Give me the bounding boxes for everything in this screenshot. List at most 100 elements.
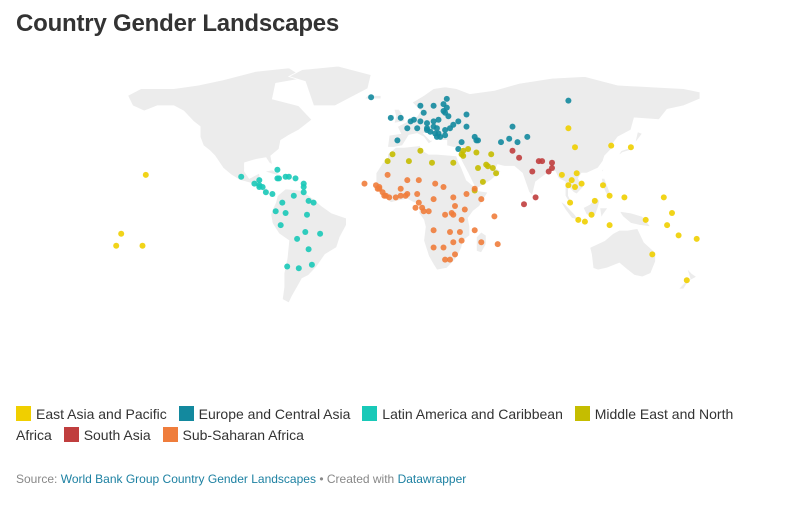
country-marker-ssa[interactable] — [440, 184, 447, 190]
country-marker-ssa[interactable] — [478, 239, 485, 246]
country-marker-ssa[interactable] — [374, 185, 381, 192]
country-marker-lac[interactable] — [285, 173, 292, 180]
country-marker-mena[interactable] — [489, 165, 496, 171]
country-marker-sa[interactable] — [521, 201, 527, 208]
country-marker-mena[interactable] — [389, 151, 396, 158]
country-marker-ssa[interactable] — [404, 177, 411, 184]
country-marker-eca[interactable] — [514, 139, 521, 146]
country-marker-eap[interactable] — [558, 171, 565, 178]
country-marker-lac[interactable] — [238, 173, 245, 180]
country-marker-lac[interactable] — [317, 230, 324, 237]
country-marker-ssa[interactable] — [397, 192, 404, 199]
country-marker-eap[interactable] — [588, 211, 595, 218]
country-marker-ssa[interactable] — [442, 211, 449, 218]
country-marker-eap[interactable] — [642, 216, 649, 223]
country-marker-lac[interactable] — [305, 246, 312, 253]
country-marker-ssa[interactable] — [478, 196, 485, 203]
country-marker-eap[interactable] — [139, 242, 146, 249]
country-marker-ssa[interactable] — [404, 191, 411, 197]
country-marker-ssa[interactable] — [450, 239, 457, 246]
country-marker-eca[interactable] — [430, 102, 437, 109]
country-marker-eap[interactable] — [581, 218, 588, 225]
country-marker-lac[interactable] — [294, 235, 301, 242]
country-marker-eap[interactable] — [649, 251, 656, 258]
country-marker-ssa[interactable] — [491, 213, 498, 220]
country-marker-mena[interactable] — [473, 149, 480, 156]
country-marker-ssa[interactable] — [420, 208, 427, 215]
country-marker-ssa[interactable] — [494, 241, 501, 248]
country-marker-eca[interactable] — [458, 139, 465, 146]
country-marker-lac[interactable] — [277, 222, 284, 229]
country-marker-eca[interactable] — [417, 102, 424, 109]
country-marker-mena[interactable] — [417, 147, 424, 154]
country-marker-mena[interactable] — [475, 165, 481, 171]
country-marker-sa[interactable] — [509, 147, 516, 154]
country-marker-eca[interactable] — [368, 94, 375, 101]
country-marker-eap[interactable] — [693, 235, 700, 242]
country-marker-eca[interactable] — [420, 109, 427, 116]
country-marker-lac[interactable] — [262, 189, 269, 196]
country-marker-mena[interactable] — [450, 159, 457, 166]
country-marker-eca[interactable] — [450, 121, 457, 128]
country-marker-ssa[interactable] — [447, 256, 453, 263]
country-marker-eca[interactable] — [442, 127, 449, 133]
country-marker-eca[interactable] — [463, 111, 470, 118]
country-marker-ssa[interactable] — [447, 229, 453, 235]
country-marker-mena[interactable] — [465, 146, 472, 152]
country-marker-eap[interactable] — [606, 222, 613, 229]
country-marker-ssa[interactable] — [440, 244, 447, 251]
country-marker-eap[interactable] — [683, 277, 690, 284]
country-marker-eap[interactable] — [669, 210, 675, 216]
country-marker-eap[interactable] — [142, 171, 149, 178]
country-marker-ssa[interactable] — [415, 199, 422, 206]
country-marker-eca[interactable] — [410, 116, 417, 123]
country-marker-ssa[interactable] — [471, 227, 478, 234]
country-marker-mena[interactable] — [479, 178, 486, 185]
country-marker-eca[interactable] — [565, 97, 572, 104]
country-marker-eca[interactable] — [442, 132, 449, 139]
source-link[interactable]: World Bank Group Country Gender Landscap… — [60, 472, 316, 486]
country-marker-mena[interactable] — [493, 170, 500, 177]
country-marker-ssa[interactable] — [450, 211, 457, 218]
country-marker-sa[interactable] — [516, 154, 523, 161]
country-marker-lac[interactable] — [300, 189, 307, 196]
country-marker-sa[interactable] — [529, 168, 536, 175]
country-marker-eca[interactable] — [424, 120, 430, 127]
country-marker-lac[interactable] — [276, 175, 282, 182]
country-marker-eca[interactable] — [463, 123, 470, 130]
country-marker-eca[interactable] — [455, 146, 462, 152]
country-marker-lac[interactable] — [279, 199, 286, 206]
country-marker-lac[interactable] — [251, 180, 258, 187]
country-marker-lac[interactable] — [272, 208, 279, 215]
country-marker-eca[interactable] — [404, 125, 411, 132]
country-marker-ssa[interactable] — [452, 251, 458, 258]
country-marker-lac[interactable] — [269, 191, 276, 197]
country-marker-ssa[interactable] — [430, 227, 437, 234]
country-marker-lac[interactable] — [256, 184, 263, 190]
country-marker-ssa[interactable] — [430, 196, 437, 203]
country-marker-ssa[interactable] — [386, 194, 393, 201]
datawrapper-link[interactable]: Datawrapper — [397, 472, 467, 486]
country-marker-lac[interactable] — [304, 211, 310, 218]
country-marker-eap[interactable] — [578, 180, 585, 187]
country-marker-lac[interactable] — [290, 192, 297, 199]
country-marker-ssa[interactable] — [381, 192, 388, 199]
country-marker-sa[interactable] — [549, 159, 555, 166]
country-marker-ssa[interactable] — [461, 206, 468, 213]
country-marker-eap[interactable] — [608, 142, 615, 149]
country-marker-mena[interactable] — [483, 161, 490, 168]
country-marker-eca[interactable] — [443, 95, 450, 102]
country-marker-ssa[interactable] — [471, 185, 478, 192]
country-marker-lac[interactable] — [305, 197, 312, 204]
country-marker-eap[interactable] — [572, 144, 578, 151]
country-marker-eca[interactable] — [471, 133, 478, 140]
country-marker-eap[interactable] — [621, 194, 628, 201]
country-marker-sa[interactable] — [535, 158, 542, 165]
country-marker-eap[interactable] — [600, 182, 606, 189]
country-marker-lac[interactable] — [308, 261, 315, 268]
country-marker-eap[interactable] — [573, 170, 580, 177]
country-marker-eap[interactable] — [675, 232, 682, 239]
country-marker-sa[interactable] — [545, 168, 552, 175]
country-marker-mena[interactable] — [384, 158, 391, 165]
country-marker-mena[interactable] — [405, 158, 412, 165]
